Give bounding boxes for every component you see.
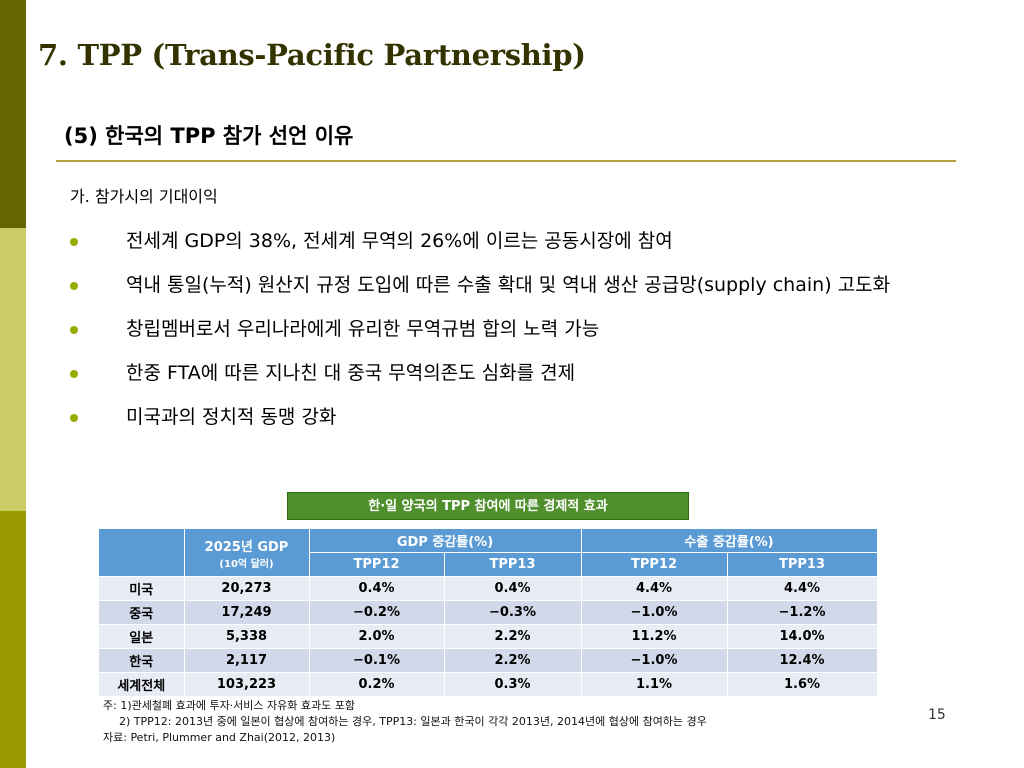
header-export-tpp13: TPP13 — [727, 552, 878, 577]
cell-export-tpp12: −1.0% — [581, 600, 728, 625]
cell-gdp: 103,223 — [184, 672, 310, 697]
header-gdp2025: 2025년 GDP (10억 달러) — [184, 529, 310, 577]
note-line: 주: 1)관세철폐 효과에 투자·서비스 자유화 효과도 포함 — [103, 699, 355, 712]
header-gdp-tpp13: TPP13 — [444, 552, 582, 577]
bullet-text: 미국과의 정치적 동맹 강화 — [126, 406, 337, 428]
cell-country: 미국 — [99, 576, 185, 601]
side-accent-bar-bottom — [0, 511, 26, 768]
table-row: 중국 17,249 −0.2% −0.3% −1.0% −1.2% — [99, 600, 878, 625]
cell-export-tpp13: 12.4% — [727, 648, 878, 673]
table-caption: 한·일 양국의 TPP 참여에 따른 경제적 효과 — [287, 492, 689, 520]
table-row: 세계전체 103,223 0.2% 0.3% 1.1% 1.6% — [99, 672, 878, 697]
source-line: 자료: Petri, Plummer and Zhai(2012, 2013) — [103, 731, 336, 744]
side-accent-bar-middle — [0, 228, 26, 511]
cell-export-tpp12: 4.4% — [581, 576, 728, 601]
cell-country: 한국 — [99, 648, 185, 673]
header-corner — [99, 529, 185, 577]
bullet-item: 역내 통일(누적) 원산지 규정 도입에 따른 수출 확대 및 역내 생산 공급… — [70, 272, 930, 299]
cell-country: 일본 — [99, 624, 185, 649]
cell-gdp-tpp12: 2.0% — [309, 624, 445, 649]
header-export-tpp12: TPP12 — [581, 552, 728, 577]
cell-gdp-tpp12: −0.1% — [309, 648, 445, 673]
table-row: 한국 2,117 −0.1% 2.2% −1.0% 12.4% — [99, 648, 878, 673]
cell-export-tpp13: 1.6% — [727, 672, 878, 697]
table-notes: 주: 1)관세철폐 효과에 투자·서비스 자유화 효과도 포함 2) TPP12… — [103, 698, 707, 746]
slide-title: 7. TPP (Trans-Pacific Partnership) — [38, 38, 586, 72]
section-label: 가. 참가시의 기대이익 — [70, 187, 218, 206]
slide-subtitle: (5) 한국의 TPP 참가 선언 이유 — [64, 124, 354, 148]
table-row: 일본 5,338 2.0% 2.2% 11.2% 14.0% — [99, 624, 878, 649]
cell-gdp-tpp13: 2.2% — [444, 648, 582, 673]
bullet-text: 창립멤버로서 우리나라에게 유리한 무역규범 합의 노력 가능 — [126, 318, 600, 340]
cell-export-tpp13: 4.4% — [727, 576, 878, 601]
cell-country: 세계전체 — [99, 672, 185, 697]
header-gdp2025-unit: (10억 달러) — [219, 558, 274, 570]
cell-gdp-tpp13: 2.2% — [444, 624, 582, 649]
bullet-dot-icon — [70, 282, 78, 290]
table-row: 미국 20,273 0.4% 0.4% 4.4% 4.4% — [99, 576, 878, 601]
cell-export-tpp12: 11.2% — [581, 624, 728, 649]
economic-effects-table: 2025년 GDP (10억 달러) GDP 증감률(%) 수출 증감률(%) … — [99, 529, 878, 697]
cell-export-tpp13: −1.2% — [727, 600, 878, 625]
cell-country: 중국 — [99, 600, 185, 625]
bullet-text: 한중 FTA에 따른 지나친 대 중국 무역의존도 심화를 견제 — [126, 362, 576, 384]
page-number: 15 — [928, 707, 946, 723]
bullet-dot-icon — [70, 370, 78, 378]
cell-gdp-tpp13: 0.3% — [444, 672, 582, 697]
side-accent-bar-top — [0, 0, 26, 228]
header-gdp-tpp12: TPP12 — [309, 552, 445, 577]
header-export-change: 수출 증감률(%) — [581, 529, 878, 553]
cell-export-tpp13: 14.0% — [727, 624, 878, 649]
bullet-list: 전세계 GDP의 38%, 전세계 무역의 26%에 이르는 공동시장에 참여 … — [70, 228, 930, 448]
cell-gdp: 5,338 — [184, 624, 310, 649]
bullet-dot-icon — [70, 238, 78, 246]
bullet-dot-icon — [70, 326, 78, 334]
cell-gdp-tpp12: 0.2% — [309, 672, 445, 697]
bullet-item: 전세계 GDP의 38%, 전세계 무역의 26%에 이르는 공동시장에 참여 — [70, 228, 930, 255]
cell-gdp: 2,117 — [184, 648, 310, 673]
note-line: 2) TPP12: 2013년 중에 일본이 협상에 참여하는 경우, TPP1… — [119, 715, 707, 728]
header-gdp2025-label: 2025년 GDP — [204, 539, 289, 555]
bullet-text: 전세계 GDP의 38%, 전세계 무역의 26%에 이르는 공동시장에 참여 — [126, 230, 673, 252]
cell-gdp: 20,273 — [184, 576, 310, 601]
cell-gdp-tpp12: −0.2% — [309, 600, 445, 625]
bullet-item: 미국과의 정치적 동맹 강화 — [70, 404, 930, 431]
subtitle-divider — [56, 160, 956, 162]
cell-gdp: 17,249 — [184, 600, 310, 625]
cell-export-tpp12: 1.1% — [581, 672, 728, 697]
bullet-item: 한중 FTA에 따른 지나친 대 중국 무역의존도 심화를 견제 — [70, 360, 930, 387]
bullet-text: 역내 통일(누적) 원산지 규정 도입에 따른 수출 확대 및 역내 생산 공급… — [126, 274, 891, 296]
cell-export-tpp12: −1.0% — [581, 648, 728, 673]
bullet-item: 창립멤버로서 우리나라에게 유리한 무역규범 합의 노력 가능 — [70, 316, 930, 343]
bullet-dot-icon — [70, 414, 78, 422]
cell-gdp-tpp12: 0.4% — [309, 576, 445, 601]
cell-gdp-tpp13: −0.3% — [444, 600, 582, 625]
header-gdp-change: GDP 증감률(%) — [309, 529, 582, 553]
cell-gdp-tpp13: 0.4% — [444, 576, 582, 601]
